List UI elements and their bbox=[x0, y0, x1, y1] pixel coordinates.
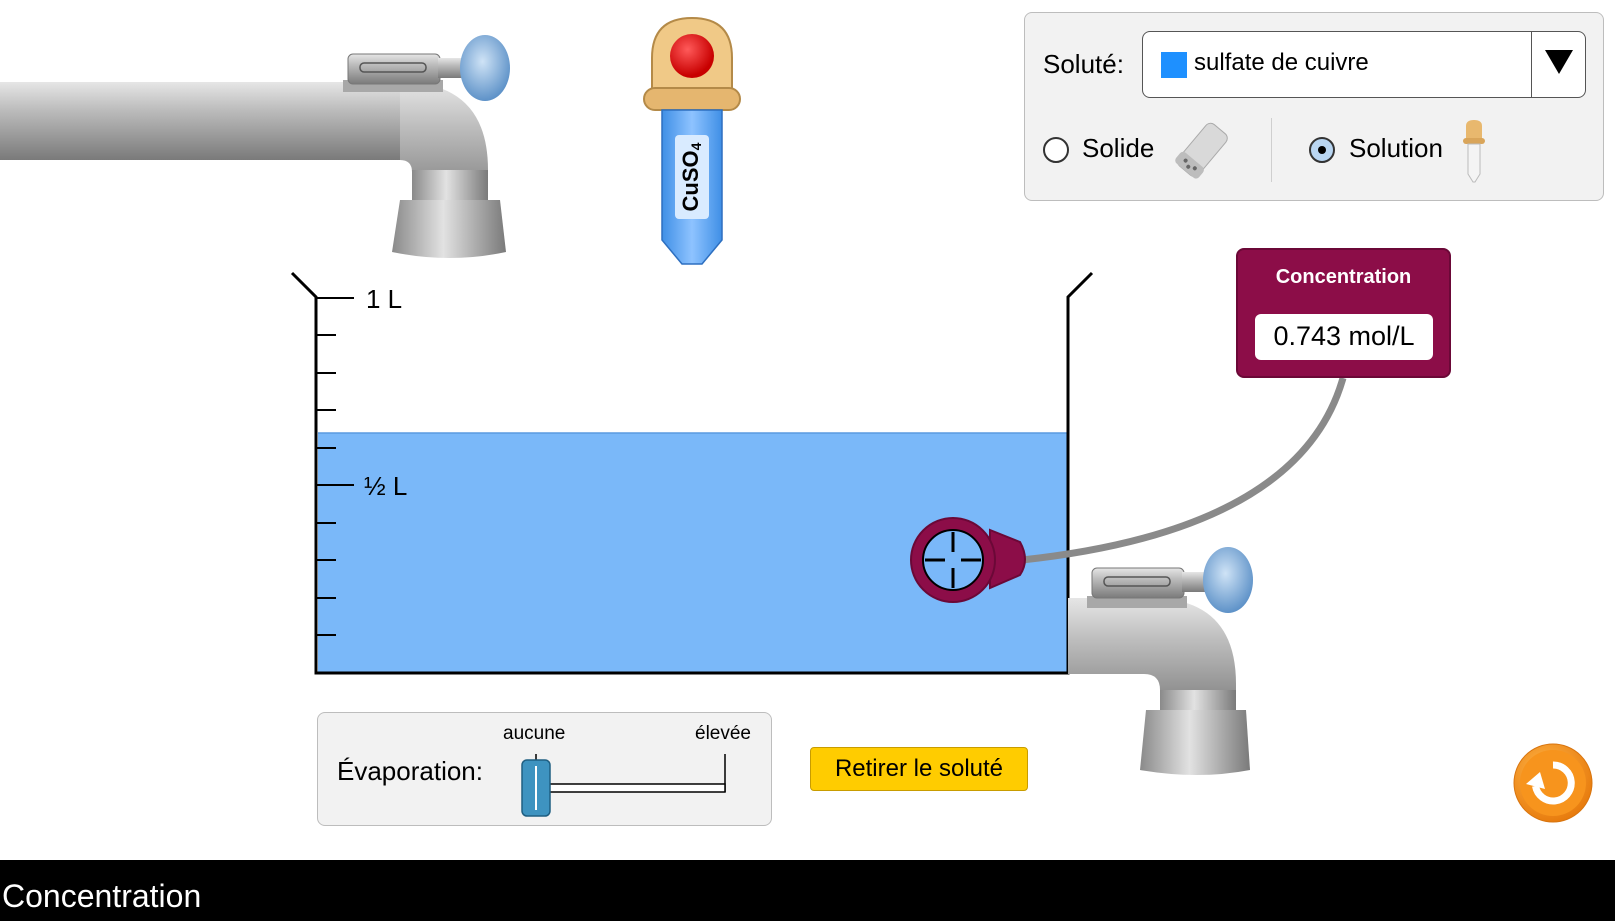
shaker-icon bbox=[1175, 122, 1228, 179]
solvent-faucet-knob-icon bbox=[460, 35, 510, 101]
evaporation-slider-track bbox=[535, 783, 726, 793]
evaporation-max-label: élevée bbox=[695, 723, 751, 744]
svg-text:CuSO4: CuSO4 bbox=[678, 142, 704, 211]
evaporation-slider[interactable] bbox=[520, 750, 750, 820]
evaporation-min-label: aucune bbox=[503, 723, 566, 744]
solid-radio-button[interactable] bbox=[1043, 137, 1069, 163]
meter-cable bbox=[1021, 377, 1347, 564]
beaker bbox=[290, 271, 1094, 675]
solute-selected-text: sulfate de cuivre bbox=[1194, 49, 1369, 76]
meter-title: Concentration bbox=[1275, 266, 1412, 288]
drain-faucet-knob-icon bbox=[1203, 547, 1253, 613]
sim-title: Concentration bbox=[2, 878, 202, 914]
evaporation-slider-thumb[interactable] bbox=[521, 759, 551, 817]
dropper-label: CuSO bbox=[678, 150, 703, 211]
solute-color-swatch bbox=[1161, 52, 1187, 78]
crosshair-probe-icon[interactable] bbox=[910, 517, 1026, 603]
panel-separator bbox=[1271, 118, 1272, 182]
solid-radio-label[interactable]: Solide bbox=[1082, 133, 1155, 163]
combo-divider bbox=[1531, 31, 1532, 98]
drain-faucet[interactable] bbox=[1068, 547, 1253, 775]
reset-icon[interactable] bbox=[1512, 742, 1594, 824]
solute-label: Soluté: bbox=[1043, 49, 1124, 79]
meter-value-box bbox=[1255, 314, 1433, 360]
solution-radio-button[interactable] bbox=[1309, 137, 1335, 163]
dropper-small-icon bbox=[1463, 120, 1485, 183]
evaporation-label: Évaporation: bbox=[337, 756, 483, 786]
remove-solute-button[interactable]: Retirer le soluté bbox=[810, 747, 1028, 791]
footer-bar bbox=[0, 860, 1615, 921]
meter-value: 0.743 mol/L bbox=[1273, 321, 1415, 351]
solution-radio-label[interactable]: Solution bbox=[1349, 133, 1443, 163]
solute-combo-box[interactable] bbox=[1142, 31, 1586, 98]
dropper-label-subscript: 4 bbox=[688, 142, 704, 150]
beaker-1l-label: 1 L bbox=[366, 284, 402, 314]
solvent-faucet[interactable] bbox=[0, 35, 510, 258]
triangle-down-icon[interactable] bbox=[1545, 50, 1573, 74]
beaker-half-label: ½ L bbox=[364, 471, 407, 501]
dropper-icon[interactable]: CuSO4 bbox=[643, 16, 741, 265]
beaker-ticks bbox=[316, 297, 354, 636]
